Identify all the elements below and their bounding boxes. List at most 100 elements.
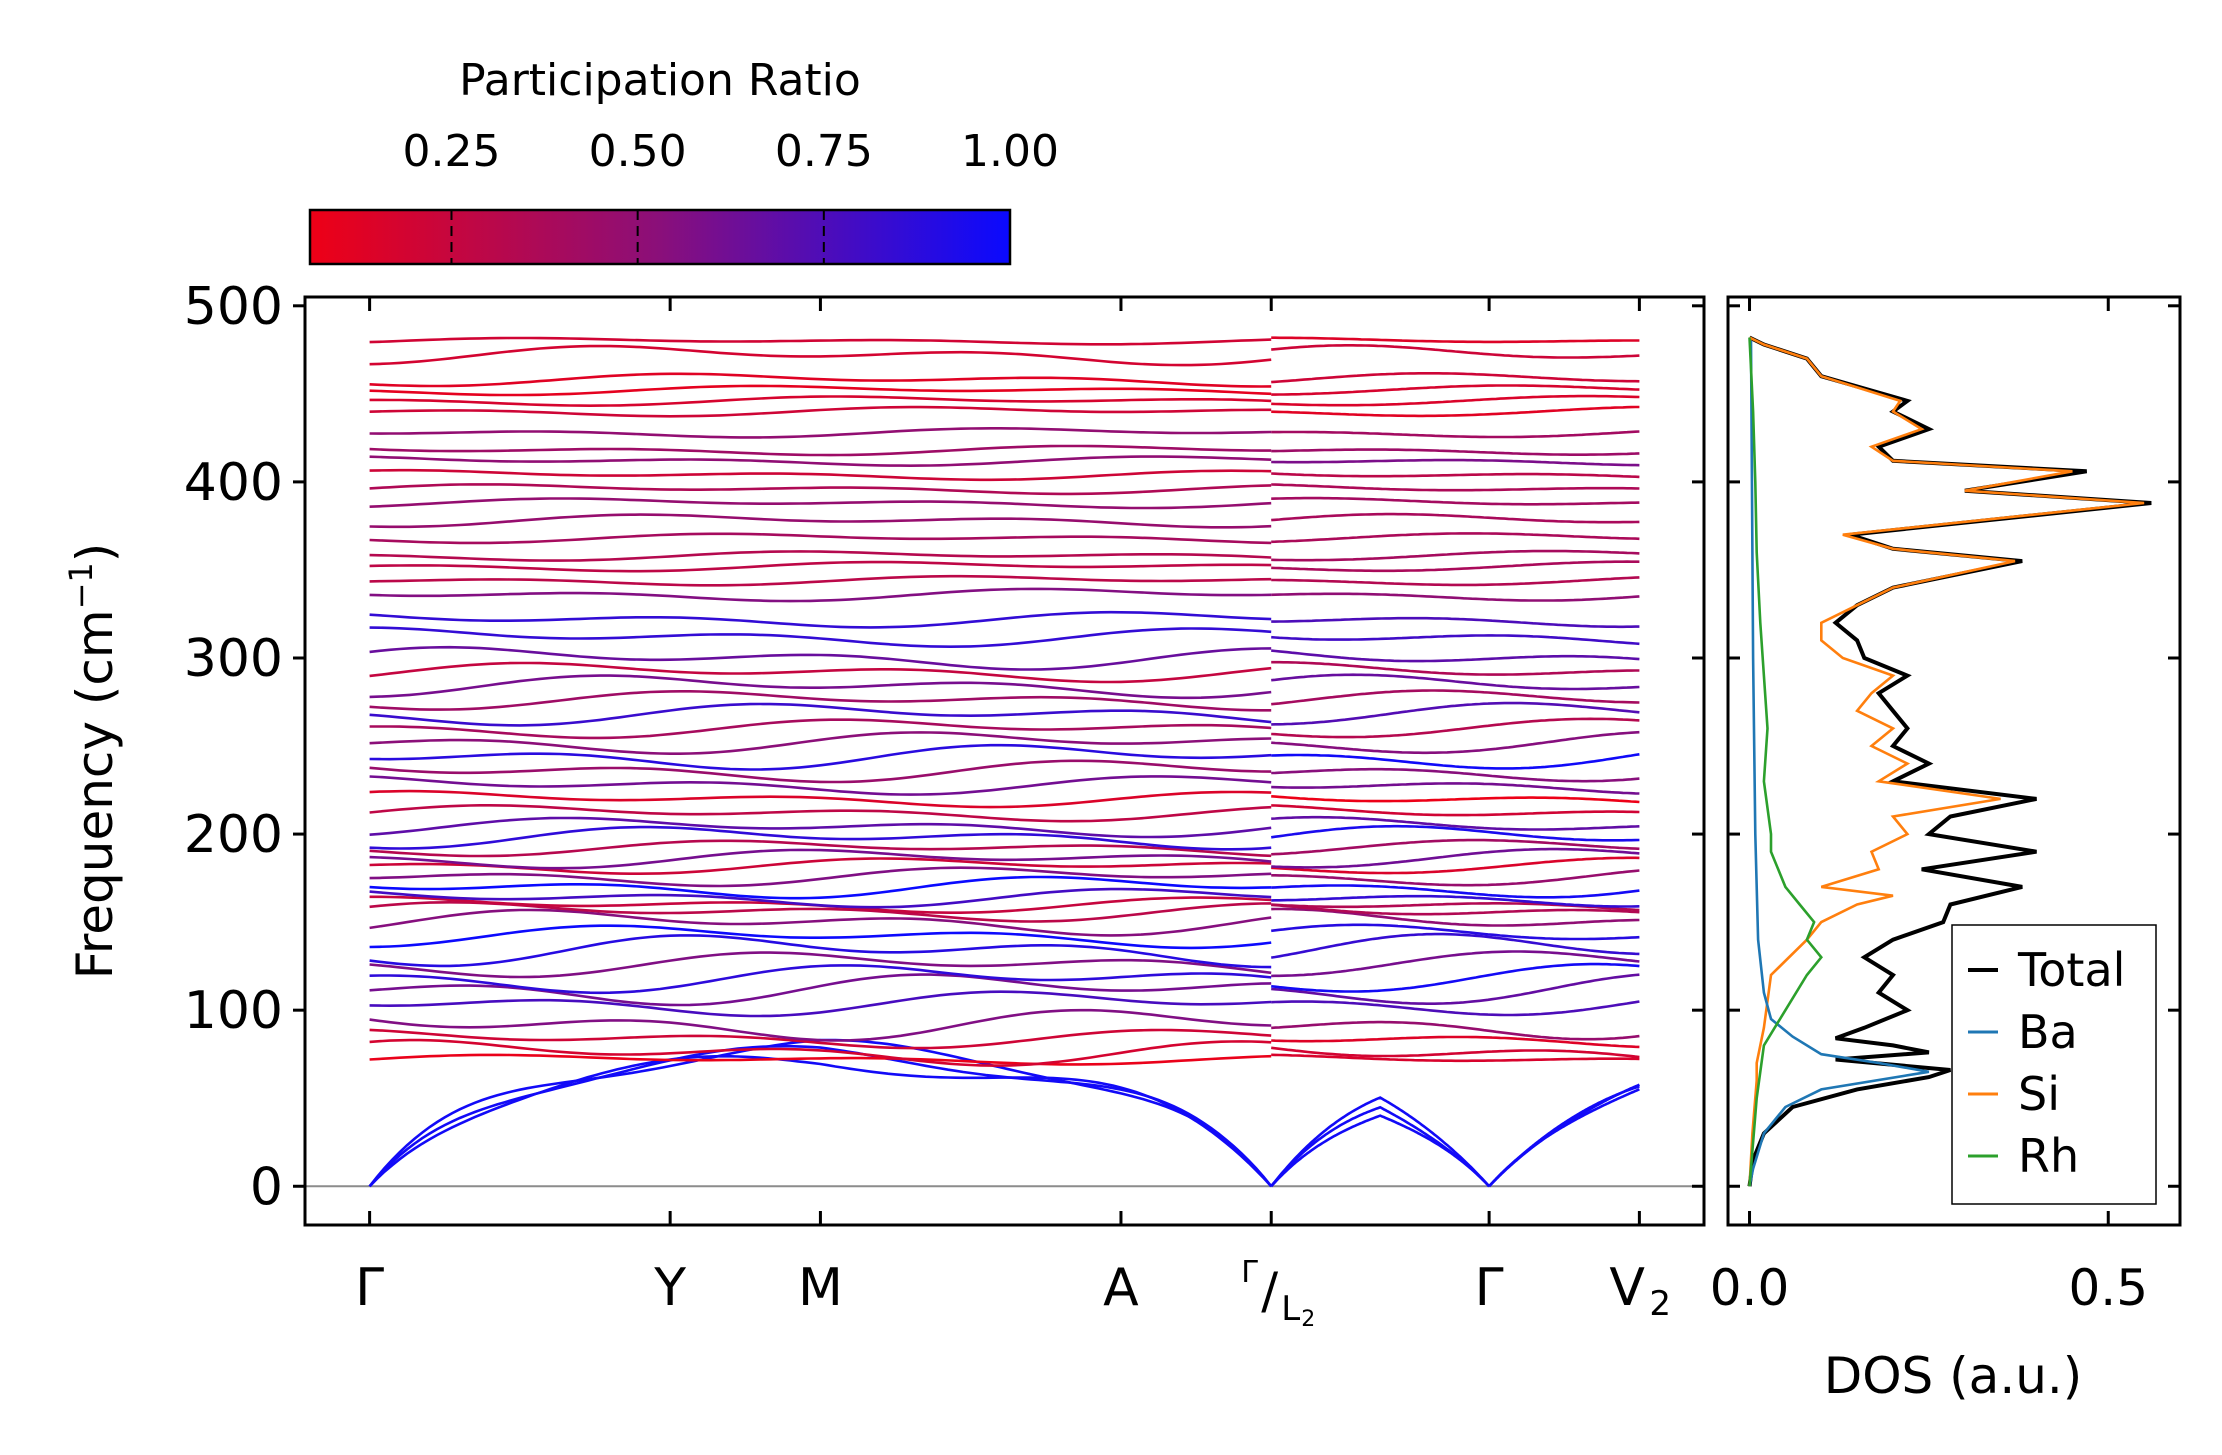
- optical-band: [1271, 634, 1640, 646]
- optical-band: [369, 848, 1272, 870]
- y-tick-label: 500: [184, 277, 283, 337]
- optical-band: [1271, 344, 1640, 359]
- optical-band: [1271, 549, 1640, 562]
- kpoint-label-y: Y: [653, 1258, 686, 1318]
- optical-band: [369, 483, 1272, 496]
- optical-band: [369, 908, 1272, 937]
- optical-band: [369, 610, 1272, 629]
- optical-band: [369, 550, 1272, 562]
- acoustic-band: [368, 1044, 1273, 1188]
- optical-band: [369, 951, 1272, 979]
- y-axis-label: Frequency (cm−1): [62, 543, 124, 980]
- optical-band: [369, 690, 1272, 712]
- optical-band: [369, 804, 1272, 823]
- optical-band: [369, 964, 1272, 995]
- optical-band: [1271, 483, 1640, 492]
- optical-band: [1271, 907, 1640, 927]
- legend-label-rh: Rh: [2018, 1129, 2079, 1183]
- dos-legend: Total Ba Si Rh: [1951, 924, 2157, 1205]
- colorbar-tick-label: 1.00: [961, 126, 1059, 177]
- acoustic-band: [1488, 1088, 1640, 1188]
- colorbar-label: Participation Ratio: [459, 55, 861, 106]
- dos-x-tick-label: 0.5: [2068, 1259, 2148, 1317]
- svg-text:2: 2: [1301, 1307, 1315, 1332]
- optical-band: [1271, 717, 1640, 739]
- optical-band: [1271, 923, 1640, 941]
- optical-band: [369, 587, 1272, 603]
- optical-band: [1271, 767, 1640, 783]
- optical-band: [369, 702, 1272, 727]
- dos-series-ba: [1748, 340, 1930, 1187]
- optical-band: [369, 1008, 1272, 1042]
- optical-band: [1271, 512, 1640, 524]
- optical-band: [369, 718, 1272, 740]
- optical-band: [1271, 560, 1640, 573]
- optical-band: [369, 1038, 1272, 1067]
- optical-band: [369, 934, 1272, 969]
- optical-band: [369, 560, 1272, 573]
- legend-label-ba: Ba: [2018, 1005, 2078, 1059]
- optical-band: [1271, 824, 1640, 842]
- optical-band: [1271, 394, 1640, 407]
- optical-band: [1271, 894, 1640, 908]
- optical-band: [1271, 782, 1640, 795]
- colorbar-tick-label: 0.75: [775, 126, 873, 177]
- optical-band: [1271, 795, 1640, 804]
- optical-band: [369, 645, 1272, 671]
- optical-band: [1271, 532, 1640, 544]
- legend-label-si: Si: [2018, 1067, 2060, 1121]
- optical-band: [1271, 496, 1640, 506]
- optical-band: [369, 497, 1272, 510]
- optical-band: [369, 743, 1272, 771]
- optical-band: [1271, 847, 1640, 869]
- optical-band: [1271, 689, 1640, 706]
- optical-band: [1271, 616, 1640, 629]
- optical-band: [369, 731, 1272, 755]
- optical-band: [1271, 430, 1640, 439]
- colorbar-gradient: [308, 208, 1012, 266]
- y-tick-label: 400: [184, 453, 283, 513]
- acoustic-band: [1488, 1085, 1640, 1188]
- dos-panel: 0.0 0.5 DOS (a.u.) Total Ba Si Rh: [1710, 295, 2182, 1405]
- y-tick-label: 200: [184, 805, 283, 865]
- optical-band: [1271, 884, 1640, 899]
- optical-band: [1271, 660, 1640, 676]
- dos-series-rh: [1748, 337, 1823, 1187]
- colorbar-tick-label: 0.50: [589, 126, 687, 177]
- optical-band: [1271, 973, 1640, 1005]
- optical-band: [1271, 804, 1640, 817]
- y-tick-label: 300: [184, 629, 283, 689]
- optical-band: [1271, 730, 1640, 755]
- kpoint-label-gamma-1: Γ: [355, 1258, 384, 1318]
- optical-band: [369, 661, 1272, 684]
- optical-band: [1271, 962, 1640, 993]
- optical-band: [1271, 869, 1640, 887]
- dos-x-axis-label: DOS (a.u.): [1824, 1347, 2083, 1405]
- colorbar-tick-label: 0.25: [403, 126, 501, 177]
- optical-band: [1271, 932, 1640, 959]
- acoustic-band: [1270, 1096, 1491, 1188]
- optical-band: [369, 372, 1272, 388]
- optical-band: [369, 825, 1272, 851]
- legend-label-total: Total: [2017, 943, 2125, 997]
- optical-band: [369, 924, 1272, 950]
- optical-band: [1271, 1000, 1640, 1017]
- optical-band: [369, 759, 1272, 784]
- optical-band: [369, 444, 1272, 457]
- optical-band: [1271, 458, 1640, 467]
- optical-band: [369, 344, 1272, 367]
- optical-band: [369, 336, 1272, 346]
- optical-band: [369, 1053, 1272, 1066]
- optical-band: [1271, 372, 1640, 384]
- optical-band: [369, 574, 1272, 587]
- optical-band: [1271, 649, 1640, 663]
- svg-text:2: 2: [1649, 1284, 1671, 1324]
- y-tick-label: 100: [184, 981, 283, 1041]
- optical-band: [1271, 753, 1640, 770]
- optical-band: [1271, 673, 1640, 691]
- optical-band: [369, 1028, 1272, 1050]
- optical-band: [1271, 1035, 1640, 1049]
- optical-band: [369, 405, 1272, 418]
- optical-band: [369, 384, 1272, 397]
- optical-band: [369, 455, 1272, 468]
